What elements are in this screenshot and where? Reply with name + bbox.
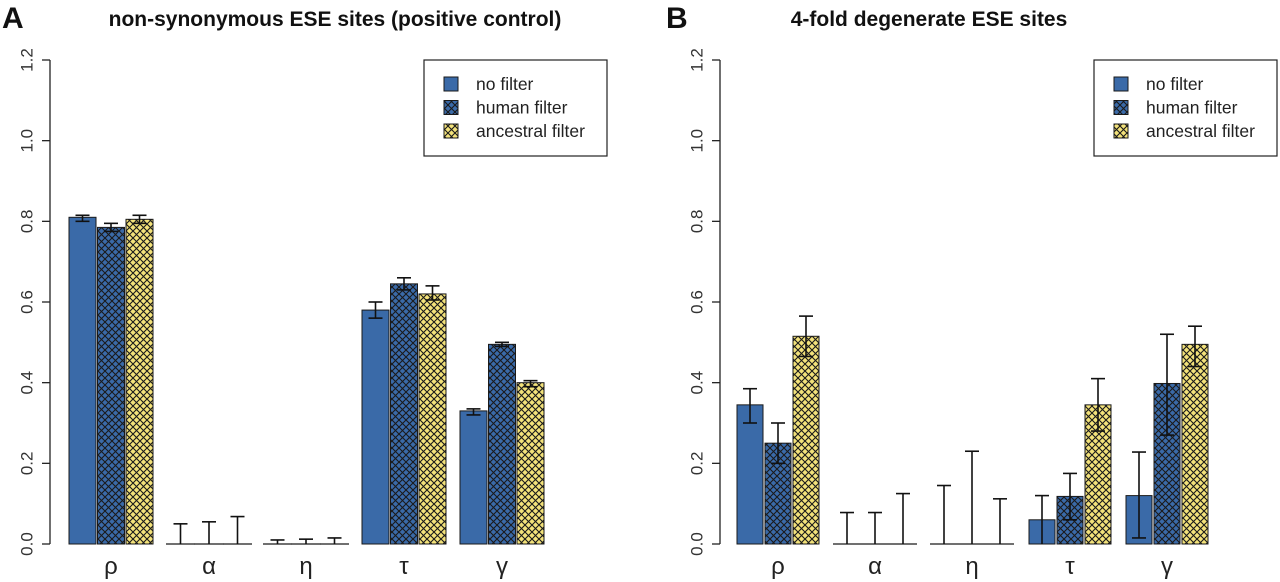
error-bar [104, 222, 118, 233]
y-tick-label: 1.0 [17, 129, 36, 153]
error-bar [327, 537, 342, 544]
error-bar [1063, 472, 1077, 521]
y-tick-label: 0.8 [687, 210, 706, 234]
y-tick-label: 0.2 [17, 452, 36, 476]
error-bar [993, 498, 1007, 544]
bar-human-filter [488, 343, 516, 545]
x-category-label: γ [1161, 553, 1173, 580]
error-bar [397, 276, 411, 291]
legend-swatch-ancestral-filter [1113, 123, 1129, 139]
legend-label-human-filter: human filter [476, 98, 568, 118]
error-bar [132, 214, 147, 225]
bar-no-filter [736, 404, 764, 545]
bar-ancestral-filter [125, 218, 154, 545]
y-tick-label: 0.2 [687, 452, 706, 476]
error-bar [270, 539, 285, 544]
legend-label-ancestral-filter: ancestral filter [1146, 121, 1255, 141]
error-bar [937, 484, 951, 544]
y-tick-label: 0.6 [687, 290, 706, 314]
panel-a-plot: 0.0 0.2 0.4 0.6 0.8 1.0 1.2 ρ α η τ γ no filter human… [17, 48, 608, 580]
error-bar [75, 214, 90, 223]
y-tick-label: 1.2 [17, 48, 36, 72]
y-tick-label: 0.6 [17, 290, 36, 314]
error-bar [173, 523, 188, 544]
bar-human-filter [1153, 382, 1181, 545]
panel-a: A non-synonymous ESE sites (positive con… [2, 2, 608, 580]
panel-b-title: 4-fold degenerate ESE sites [791, 8, 1068, 31]
error-bar [965, 450, 979, 544]
legend-label-ancestral-filter: ancestral filter [476, 121, 585, 141]
panel-b: B 4-fold degenerate ESE sites 0.00.20.40… [666, 2, 1278, 580]
bar-ancestral-filter [418, 293, 447, 545]
error-bar [840, 511, 854, 544]
y-tick-label: 0.4 [687, 371, 706, 395]
legend-swatch-human-filter [1113, 100, 1129, 115]
legend-swatch-no-filter [443, 76, 459, 92]
error-bar [771, 422, 785, 465]
x-category-label: τ [1065, 553, 1075, 580]
legend-box [1093, 59, 1278, 157]
x-category-label: τ [399, 553, 409, 580]
error-bar [1091, 377, 1105, 432]
bar-human-filter [97, 226, 125, 545]
error-bar [896, 492, 910, 544]
bar-no-filter [68, 216, 97, 545]
bar-human-filter [390, 283, 418, 545]
panel-letter-a: A [2, 2, 24, 35]
legend-swatch-no-filter [1113, 76, 1129, 92]
error-bar [868, 511, 882, 544]
panel-b-plot: 0.0 0.2 0.4 0.6 0.8 1.0 1.2 ρ α η τ γ no filter human… [687, 48, 1278, 580]
legend-swatch-ancestral-filter [443, 123, 459, 139]
error-bar [523, 379, 538, 388]
bar-ancestral-filter [516, 382, 545, 545]
panel-a-title: non-synonymous ESE sites (positive contr… [109, 8, 562, 31]
legend: no filter human filter ancestral filter [423, 59, 608, 157]
x-category-label: α [868, 553, 882, 580]
error-bar [466, 408, 481, 416]
x-category-label: ρ [771, 553, 785, 580]
panel-letter-b: B [666, 2, 688, 35]
x-category-label: γ [496, 553, 508, 580]
bar-ancestral-filter [1181, 343, 1209, 545]
y-tick-label: 0.8 [17, 210, 36, 234]
error-bar [743, 387, 757, 424]
bar-no-filter [361, 309, 390, 545]
legend-label-no-filter: no filter [1146, 74, 1204, 94]
x-category-label: η [965, 553, 978, 580]
y-tick-label: 1.2 [687, 48, 706, 72]
y-tick-label: 0.0 [687, 532, 706, 556]
error-bar [1132, 451, 1146, 539]
error-bar [202, 521, 216, 544]
y-tick-label: 1.0 [687, 129, 706, 153]
error-bar [1188, 325, 1202, 368]
legend-label-no-filter: no filter [476, 74, 534, 94]
error-bar [799, 315, 813, 358]
bar-ancestral-filter [792, 335, 820, 545]
error-bar [368, 301, 383, 319]
legend-swatch-human-filter [443, 100, 459, 115]
x-category-label: α [202, 553, 216, 580]
y-tick-label: 0.0 [17, 532, 36, 556]
error-bar [299, 538, 313, 544]
y-tick-label: 0.4 [17, 371, 36, 395]
x-category-label: η [299, 553, 312, 580]
legend-label-human-filter: human filter [1146, 98, 1238, 118]
error-bar [1160, 333, 1174, 436]
error-bar [1035, 494, 1049, 544]
error-bar [495, 341, 509, 348]
legend: no filter human filter ancestral filter [1093, 59, 1278, 157]
bar-no-filter [459, 410, 488, 545]
error-bar [230, 515, 245, 544]
error-bar [425, 285, 440, 301]
x-category-label: ρ [104, 553, 118, 580]
